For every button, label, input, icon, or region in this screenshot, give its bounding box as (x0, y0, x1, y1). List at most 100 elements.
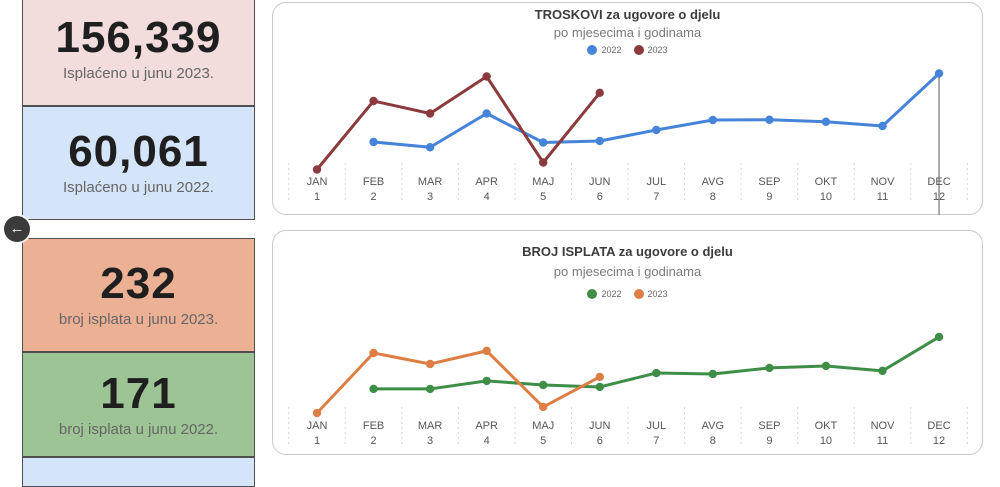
x-axis-number-label: 2 (370, 435, 376, 447)
data-point-2022[interactable] (878, 121, 887, 131)
data-point-2023[interactable] (369, 96, 378, 106)
chart-subtitle: po mjesecima i godinama (553, 25, 702, 40)
data-point-2022[interactable] (425, 384, 435, 394)
data-point-2022[interactable] (934, 332, 944, 342)
data-point-2022[interactable] (482, 109, 491, 118)
data-point-2023[interactable] (539, 158, 548, 167)
legend-item-2023[interactable]: 2023 (633, 45, 668, 55)
x-axis-month-label: MAJ (532, 176, 554, 188)
x-axis-number-label: 3 (427, 191, 433, 203)
x-axis-month-label: MAR (418, 420, 443, 432)
chart-title: BROJ ISPLATA za ugovore o djelu (522, 244, 733, 259)
legend-dot-icon (587, 45, 598, 55)
data-point-2023[interactable] (425, 359, 435, 369)
series-line-2023 (315, 75, 602, 171)
stat-card-paid-2023: 156,339 Isplaćeno u junu 2023. (22, 0, 255, 106)
data-point-2022[interactable] (821, 361, 831, 371)
data-point-2022[interactable] (708, 369, 718, 379)
x-axis-number-label: 10 (820, 435, 832, 447)
x-axis-month-label: OKT (815, 420, 838, 432)
data-point-2022[interactable] (652, 368, 661, 378)
x-axis-month-label: NOV (871, 420, 896, 432)
stat-label: broj isplata u junu 2023. (58, 311, 219, 328)
series-line-2023 (315, 349, 602, 415)
data-point-2022[interactable] (652, 125, 661, 135)
x-axis-month-label: DEC (927, 420, 950, 432)
legend-item-2023[interactable]: 2023 (633, 289, 668, 299)
stat-value: 171 (100, 368, 177, 418)
data-point-2023[interactable] (369, 348, 378, 358)
x-axis-number-label: 7 (653, 191, 659, 203)
stat-card-paid-2022: 60,061 Isplaćeno u junu 2022. (22, 106, 255, 220)
x-axis-month-label: JAN (307, 176, 328, 188)
x-axis-month-label: JUL (647, 420, 667, 432)
x-axis-month-label: JAN (307, 420, 328, 432)
data-point-2022[interactable] (482, 376, 491, 386)
data-point-2022[interactable] (595, 382, 604, 392)
stat-label: Isplaćeno u junu 2023. (63, 64, 214, 82)
back-button[interactable]: ← (4, 216, 30, 242)
data-point-2022[interactable] (425, 143, 435, 152)
data-point-2023[interactable] (312, 408, 322, 418)
x-axis-number-label: 8 (710, 435, 716, 447)
data-point-2022[interactable] (539, 380, 548, 390)
data-point-2023[interactable] (595, 372, 604, 382)
x-axis-month-label: DEC (927, 176, 950, 188)
data-point-2022[interactable] (765, 363, 774, 373)
stat-card-count-2023: 232 broj isplata u junu 2023. (22, 238, 255, 352)
data-point-2023[interactable] (482, 346, 491, 356)
data-point-2023[interactable] (539, 402, 548, 412)
data-point-2023[interactable] (425, 109, 435, 118)
legend-label: 2023 (647, 45, 668, 55)
x-axis-number-label: 7 (653, 435, 659, 447)
x-axis-number-label: 8 (710, 191, 716, 203)
legend-label: 2022 (601, 289, 622, 299)
data-point-2023[interactable] (482, 72, 491, 81)
x-axis-number-label: 3 (427, 435, 433, 447)
legend-dot-icon (633, 289, 644, 299)
x-axis-number-label: 9 (766, 435, 772, 447)
legend-item-2022[interactable]: 2022 (587, 45, 622, 55)
data-point-2023[interactable] (595, 88, 604, 98)
x-axis-month-label: AVG (702, 176, 724, 188)
chart-legend: 2022 2023 (273, 45, 982, 55)
data-point-2022[interactable] (934, 69, 944, 78)
chart-legend: 2022 2023 (273, 289, 982, 299)
x-axis-month-label: JUN (589, 176, 610, 188)
data-point-2023[interactable] (312, 165, 322, 174)
x-axis-month-label: APR (475, 420, 498, 432)
x-axis-number-label: 11 (877, 191, 888, 203)
x-axis-number-label: 12 (933, 435, 945, 447)
data-point-2022[interactable] (369, 384, 378, 394)
data-point-2022[interactable] (765, 115, 774, 124)
data-point-2022[interactable] (595, 136, 604, 146)
line-chart-broj-isplata[interactable]: JAN 1 FEB 2 MAR 3 APR 4 MAJ 5 JUN 6 JUL 7 AVG 8 SEP 9 OKT 1… (273, 301, 982, 456)
data-point-2022[interactable] (708, 115, 718, 125)
x-axis-month-label: SEP (758, 420, 780, 432)
legend-label: 2022 (601, 45, 622, 55)
stat-card-partial-next (22, 457, 255, 487)
series-line-2022 (372, 335, 941, 391)
legend-item-2022[interactable]: 2022 (587, 289, 622, 299)
series-line-2022 (372, 72, 941, 149)
chart-subtitle: po mjesecima i godinama (553, 264, 702, 279)
chart-card-broj-isplata: BROJ ISPLATA za ugovore o djelu po mjese… (272, 230, 983, 455)
data-point-2022[interactable] (369, 137, 378, 147)
legend-label: 2023 (647, 289, 668, 299)
chart-title: TROSKOVI za ugovore o djelu (534, 7, 721, 22)
data-point-2022[interactable] (539, 138, 548, 147)
x-axis-number-label: 9 (766, 191, 772, 203)
x-axis-number-label: 10 (820, 191, 832, 203)
data-point-2022[interactable] (878, 366, 887, 376)
x-axis-month-label: MAR (418, 176, 443, 188)
x-axis-month-label: APR (475, 176, 498, 188)
x-axis-number-label: 1 (314, 191, 320, 203)
x-axis-number-label: 12 (933, 191, 945, 203)
x-axis-month-label: JUN (589, 420, 610, 432)
x-axis-month-label: FEB (363, 176, 384, 188)
line-chart-troskovi[interactable]: JAN 1 FEB 2 MAR 3 APR 4 MAJ 5 JUN 6 JUL 7 AVG 8 SEP 9 OKT 1… (273, 53, 982, 215)
x-axis-number-label: 6 (597, 435, 603, 447)
x-axis-number-label: 6 (597, 191, 603, 203)
data-point-2022[interactable] (821, 117, 831, 126)
x-axis-month-label: FEB (363, 420, 384, 432)
